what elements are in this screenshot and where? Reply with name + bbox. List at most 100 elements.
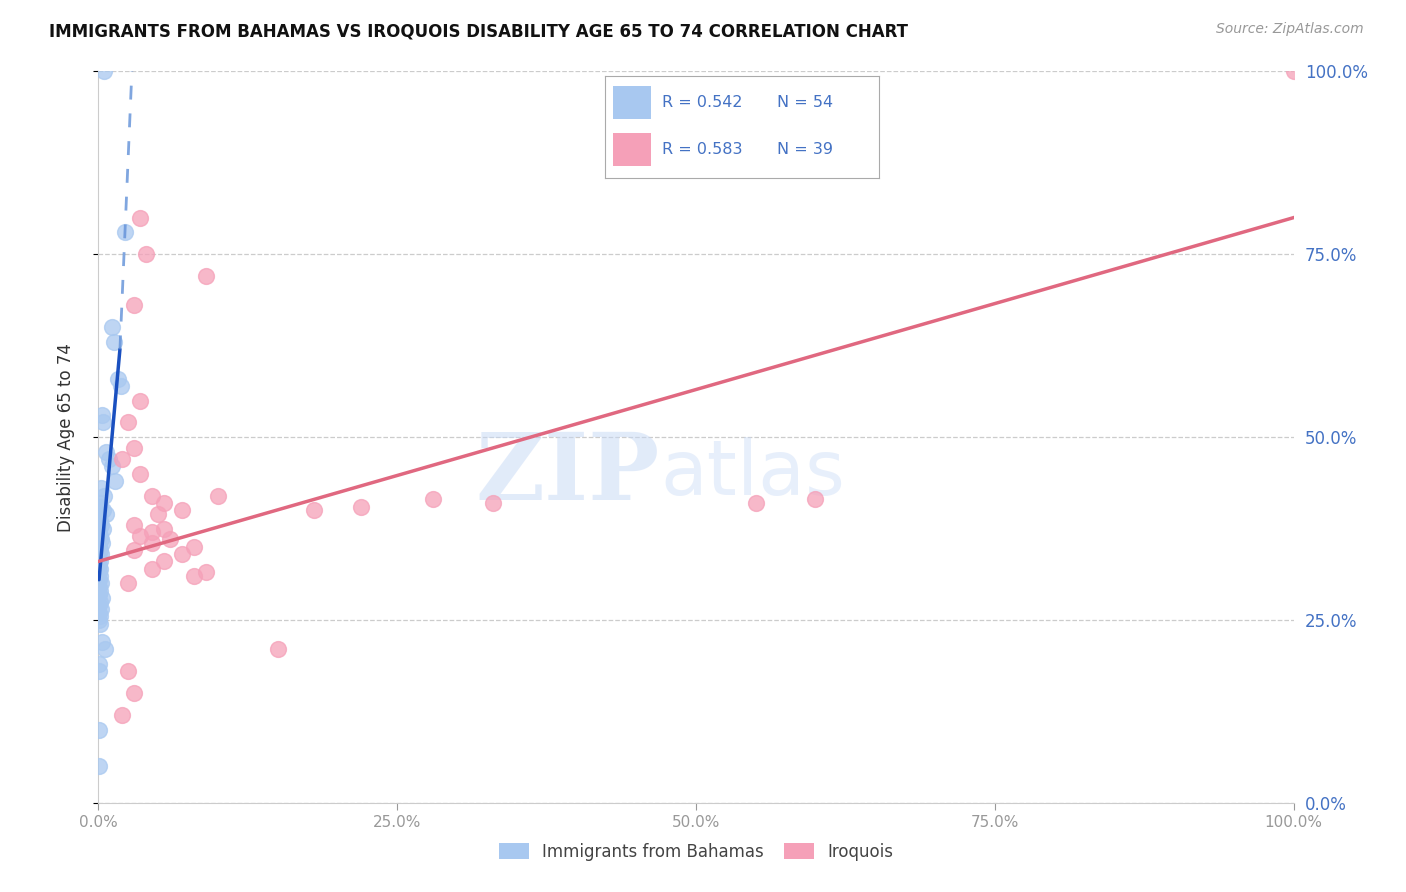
Point — [117, 664, 139, 678]
Point — [89, 554, 111, 568]
Point — [141, 536, 163, 550]
Point — [207, 489, 229, 503]
Point — [267, 642, 290, 657]
Point — [745, 496, 768, 510]
Point — [94, 444, 117, 458]
Point — [141, 562, 163, 576]
Point — [87, 599, 110, 613]
Point — [117, 416, 139, 430]
Point — [87, 496, 110, 510]
Point — [124, 686, 146, 700]
Point — [91, 635, 114, 649]
Y-axis label: Disability Age 65 to 74: Disability Age 65 to 74 — [56, 343, 75, 532]
Point — [129, 393, 152, 408]
Point — [172, 503, 194, 517]
Point — [87, 558, 110, 573]
Point — [91, 503, 114, 517]
Point — [100, 459, 122, 474]
Point — [91, 536, 114, 550]
Point — [89, 569, 111, 583]
Point — [124, 298, 146, 312]
Point — [89, 616, 111, 631]
Point — [195, 269, 218, 284]
Point — [107, 371, 129, 385]
Point — [87, 587, 110, 601]
Text: Source: ZipAtlas.com: Source: ZipAtlas.com — [1216, 22, 1364, 37]
Point — [87, 613, 110, 627]
Point — [141, 525, 163, 540]
Point — [91, 591, 114, 605]
Point — [87, 540, 110, 554]
Point — [89, 562, 111, 576]
Point — [124, 543, 146, 558]
Point — [90, 481, 112, 495]
Point — [87, 525, 110, 540]
Point — [87, 510, 110, 524]
Point — [129, 467, 152, 481]
Point — [87, 566, 110, 580]
Point — [87, 723, 110, 737]
Point — [96, 507, 118, 521]
Text: IMMIGRANTS FROM BAHAMAS VS IROQUOIS DISABILITY AGE 65 TO 74 CORRELATION CHART: IMMIGRANTS FROM BAHAMAS VS IROQUOIS DISA… — [49, 22, 908, 40]
Bar — [613, 133, 651, 166]
Text: N = 39: N = 39 — [778, 142, 834, 157]
Point — [89, 609, 111, 624]
Point — [89, 514, 111, 528]
Point — [804, 492, 827, 507]
Point — [90, 533, 112, 547]
Point — [90, 602, 112, 616]
Point — [195, 566, 218, 580]
Point — [103, 334, 125, 349]
Point — [302, 503, 325, 517]
Point — [153, 496, 176, 510]
Point — [135, 247, 157, 261]
Point — [87, 550, 110, 565]
Point — [98, 452, 121, 467]
Point — [482, 496, 505, 510]
Point — [89, 529, 111, 543]
Point — [87, 664, 110, 678]
Text: N = 54: N = 54 — [778, 95, 834, 110]
Point — [89, 594, 111, 608]
Point — [93, 521, 115, 535]
Point — [87, 580, 110, 594]
Point — [91, 408, 114, 422]
Text: R = 0.583: R = 0.583 — [662, 142, 742, 157]
Point — [129, 529, 152, 543]
Point — [100, 320, 122, 334]
Point — [93, 489, 115, 503]
Point — [89, 500, 111, 514]
Point — [117, 576, 139, 591]
Point — [124, 517, 146, 532]
Point — [183, 540, 205, 554]
Text: ZIP: ZIP — [475, 429, 661, 518]
Point — [93, 64, 115, 78]
Point — [153, 521, 176, 535]
Point — [91, 416, 114, 430]
Point — [141, 489, 163, 503]
Point — [111, 708, 134, 723]
Point — [104, 474, 127, 488]
Point — [148, 507, 170, 521]
Point — [87, 606, 110, 620]
Point — [89, 583, 111, 598]
Point — [93, 642, 115, 657]
Point — [422, 492, 444, 507]
Point — [124, 441, 146, 455]
Legend: Immigrants from Bahamas, Iroquois: Immigrants from Bahamas, Iroquois — [492, 837, 900, 868]
Point — [153, 554, 176, 568]
Point — [114, 225, 136, 239]
Point — [89, 543, 111, 558]
Point — [350, 500, 373, 514]
Point — [90, 517, 112, 532]
Point — [1282, 64, 1305, 78]
Text: R = 0.542: R = 0.542 — [662, 95, 742, 110]
Point — [111, 452, 134, 467]
Point — [159, 533, 181, 547]
Point — [90, 547, 112, 561]
Point — [129, 211, 152, 225]
Point — [87, 657, 110, 671]
Point — [110, 379, 132, 393]
Point — [183, 569, 205, 583]
Point — [87, 573, 110, 587]
